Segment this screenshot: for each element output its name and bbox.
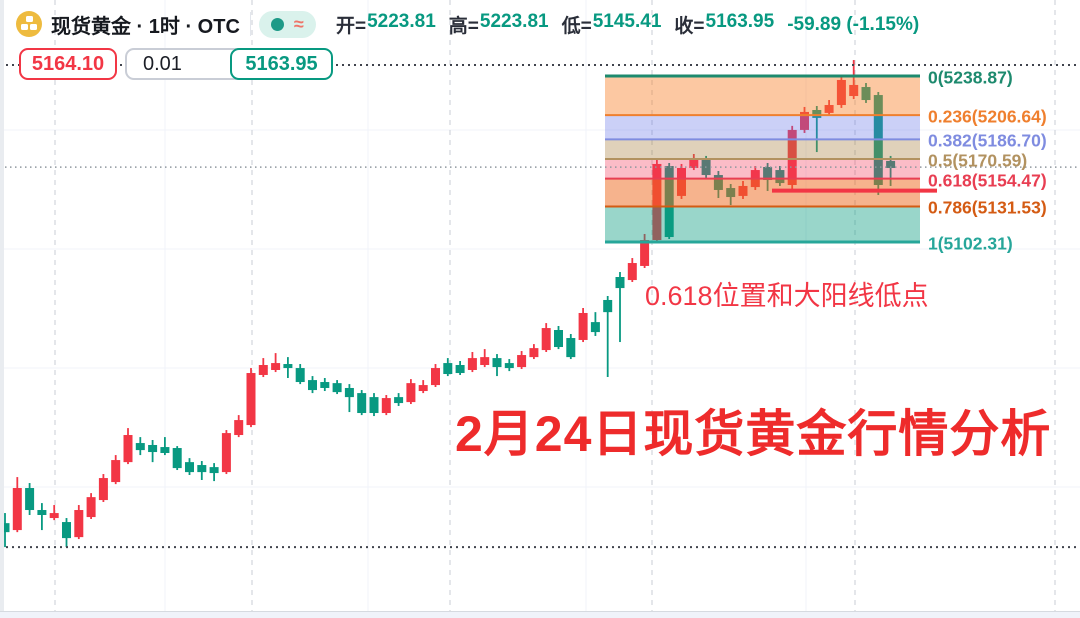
quantity-field[interactable]: 0.01: [125, 48, 243, 80]
high-label: 高=: [448, 16, 479, 37]
fib-label-0.618[interactable]: 0.618(5154.47): [928, 170, 1047, 191]
fib-label-0.236[interactable]: 0.236(5206.64): [928, 106, 1047, 127]
open-label: 开=: [336, 16, 367, 37]
symbol-title[interactable]: 现货黄金 · 1时 · OTC: [51, 15, 240, 38]
approx-icon: ≈: [293, 14, 304, 34]
gold-symbol-icon: [16, 11, 42, 37]
fib-label-1[interactable]: 1(5102.31): [928, 233, 1013, 254]
fib-label-0[interactable]: 0(5238.87): [928, 67, 1013, 88]
fib-label-0.382[interactable]: 0.382(5186.70): [928, 130, 1047, 151]
chart-header: 现货黄金 · 1时 · OTC ≈: [16, 7, 316, 41]
low-value: 5145.41: [592, 11, 662, 32]
main-title-annotation[interactable]: 2月24日现货黄金行情分析: [455, 406, 1052, 462]
time-axis-bar: [0, 611, 1080, 618]
low-label: 低=: [561, 16, 592, 37]
buy-price-button[interactable]: 5163.95: [230, 48, 333, 80]
ohlc-readout: 开= 5223.81 高= 5223.81 低= 5145.41 收= 5163.95 …: [336, 11, 919, 38]
market-open-dot-icon: [270, 17, 284, 31]
left-edge-strip: [0, 0, 4, 618]
open-value: 5223.81: [367, 11, 436, 32]
fib-note-annotation[interactable]: 0.618位置和大阳线低点: [645, 281, 929, 311]
market-status-badge[interactable]: ≈: [258, 10, 316, 38]
fib-label-0.5[interactable]: 0.5(5170.59): [928, 150, 1028, 171]
close-value: 5163.95: [705, 11, 775, 32]
fib-label-0.786[interactable]: 0.786(5131.53): [928, 197, 1047, 218]
header-divider: [249, 12, 251, 36]
sell-price-button[interactable]: 5164.10: [19, 48, 117, 80]
high-value: 5223.81: [479, 11, 549, 32]
close-label: 收=: [674, 16, 705, 37]
change-value: -59.89 (-1.15%): [787, 13, 920, 35]
